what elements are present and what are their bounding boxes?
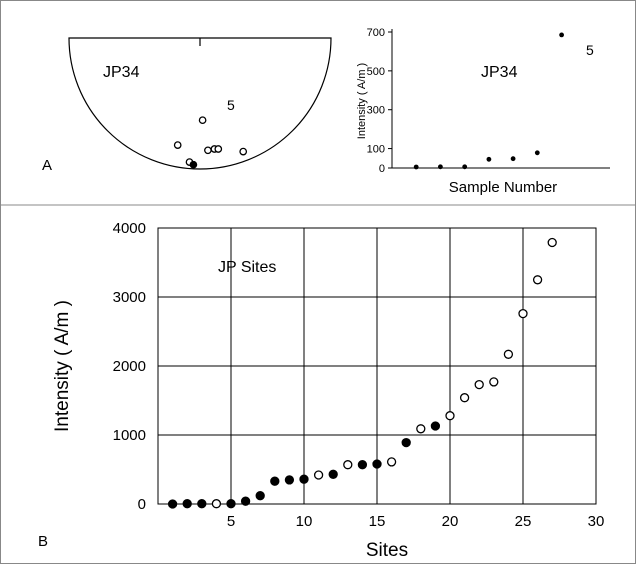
chart-b-x-label: Sites: [366, 540, 408, 561]
stereonet-point-label: 5: [227, 97, 235, 113]
chart-b-y-tick-label: 2000: [113, 358, 146, 375]
panel-a-label: A: [42, 157, 52, 174]
chart-b-point-open: [343, 460, 353, 470]
chart-a-y-tick-label: 0: [379, 163, 385, 175]
chart-b-point-open: [313, 470, 324, 480]
chart-a-y-label: Intensity ( A/m ): [356, 63, 368, 139]
chart-b-y-label: Intensity ( A/m ): [52, 300, 73, 432]
chart-b-point-solid: [430, 421, 441, 431]
chart-b-x-tick-label: 20: [442, 513, 459, 530]
chart-b-point-open: [547, 237, 557, 248]
chart-a-annotation: 5: [586, 42, 594, 58]
chart-b-x-tick-label: 25: [515, 513, 532, 530]
chart-b-point-open: [386, 457, 397, 467]
chart-b-point-solid: [182, 499, 192, 509]
stereonet-point-open: [204, 146, 212, 155]
stereonet-label: JP34: [103, 64, 140, 81]
chart-b-y-tick-label: 0: [138, 496, 146, 513]
chart-a-point: [534, 150, 540, 156]
stereonet-points: [173, 116, 248, 169]
chart-b-y-ticks: 0 1000 2000 3000 4000: [113, 220, 146, 513]
chart-b-y-tick-label: 4000: [113, 220, 146, 237]
stereonet-point-solid: [189, 160, 198, 169]
chart-b-point-solid: [197, 499, 207, 509]
chart-a-point: [510, 156, 516, 162]
chart-b-point-solid: [401, 437, 411, 448]
stereonet: JP34 5: [68, 37, 332, 170]
chart-a-point: [413, 164, 419, 170]
chart-b-point-open: [211, 499, 222, 509]
chart-b-point-open: [503, 349, 514, 359]
chart-b-point-open: [416, 424, 426, 434]
chart-b-title: JP Sites: [218, 259, 276, 276]
chart-b-point-open: [445, 411, 455, 421]
panel-b-label: B: [38, 533, 48, 550]
chart-a-point: [486, 156, 492, 162]
sites-intensity-chart: 5 10 15 20 25 30 0 1000 2000 3000 4000 JP Sites I…: [52, 220, 604, 561]
chart-a-y-ticks: 0 100 300 500 700: [367, 27, 392, 175]
chart-a-y-tick-label: 300: [367, 105, 385, 117]
chart-a-y-tick-label: 500: [367, 66, 385, 78]
chart-b-x-ticks: 5 10 15 20 25 30: [227, 513, 605, 530]
chart-a-point: [462, 164, 468, 170]
chart-b-point-open: [489, 377, 499, 387]
chart-b-x-tick-label: 5: [227, 513, 235, 530]
chart-b-grid: [158, 228, 596, 504]
chart-b-x-tick-label: 10: [296, 513, 313, 530]
chart-b-point-solid: [270, 476, 280, 486]
chart-a-y-tick-label: 100: [367, 144, 385, 156]
chart-b-point-open: [459, 393, 470, 403]
chart-a-x-label: Sample Number: [449, 179, 557, 196]
chart-a-y-tick-label: 700: [367, 27, 385, 39]
chart-b-x-tick-label: 30: [588, 513, 605, 530]
stereonet-point-open: [214, 145, 223, 153]
chart-b-point-solid: [167, 499, 178, 509]
chart-b-point-solid: [299, 474, 309, 484]
chart-b-point-solid: [284, 475, 295, 485]
sample-intensity-chart: 0 100 300 500 700 JP34 5 Intensity ( A/m ) S…: [356, 27, 610, 196]
chart-b-point-open: [518, 308, 528, 319]
stereonet-point-open: [198, 116, 207, 125]
chart-b-point-solid: [255, 491, 265, 501]
chart-b-points: [167, 237, 557, 509]
chart-b-y-tick-label: 1000: [113, 427, 146, 444]
chart-a-points: [413, 32, 564, 170]
chart-b-point-solid: [328, 469, 338, 479]
chart-a-title: JP34: [481, 64, 518, 81]
chart-b-y-tick-label: 3000: [113, 289, 146, 306]
chart-b-point-solid: [372, 459, 382, 469]
stereonet-outline: [68, 37, 332, 170]
chart-a-point: [438, 164, 443, 170]
chart-b-point-open: [532, 275, 543, 285]
chart-a-point: [559, 32, 564, 38]
chart-b-point-open: [474, 379, 484, 390]
chart-b-point-solid: [240, 496, 251, 506]
chart-b-point-solid: [357, 460, 368, 470]
chart-b-point-solid: [226, 499, 236, 509]
chart-b-x-tick-label: 15: [369, 513, 386, 530]
stereonet-point-open: [173, 141, 182, 149]
stereonet-point-open: [239, 147, 248, 156]
